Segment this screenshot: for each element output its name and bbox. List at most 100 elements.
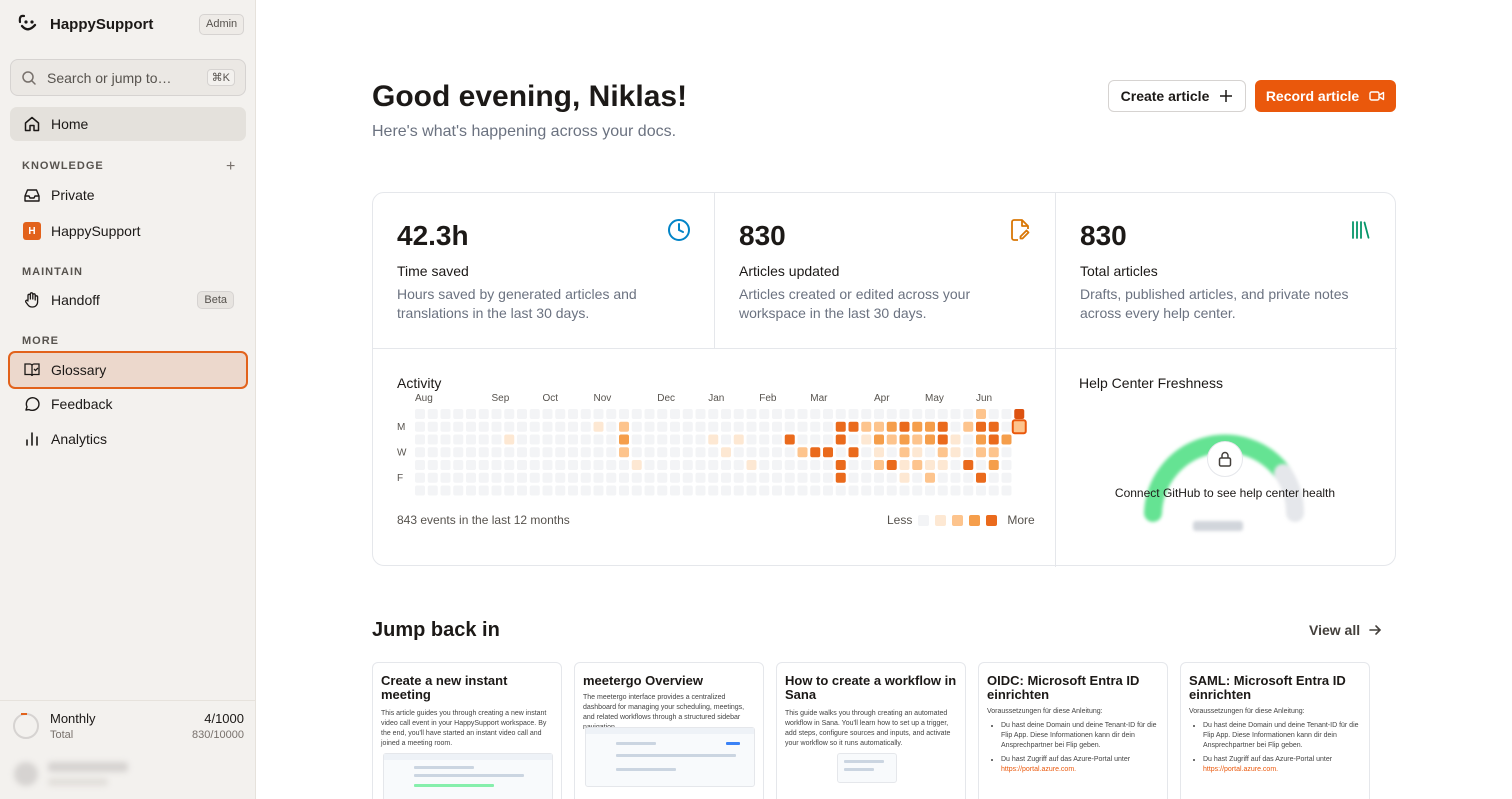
heatmap-cell[interactable] [733,421,744,432]
heatmap-cell[interactable] [491,447,502,458]
heatmap-cell[interactable] [746,472,757,483]
heatmap-cell[interactable] [886,485,897,496]
heatmap-cell[interactable] [899,409,910,419]
heatmap-cell[interactable] [644,447,655,458]
heatmap-cell[interactable] [708,472,719,483]
heatmap-cell[interactable] [874,409,884,419]
heatmap-cell[interactable] [568,447,578,458]
heatmap-cell[interactable] [504,485,515,496]
heatmap-cell[interactable] [555,472,566,483]
heatmap-cell[interactable] [529,421,540,432]
heatmap-cell[interactable] [670,409,680,419]
heatmap-cell[interactable] [912,421,923,432]
heatmap-cell[interactable] [568,485,578,496]
heatmap-cell[interactable] [708,460,719,470]
heatmap-cell[interactable] [937,447,948,458]
heatmap-cell[interactable] [555,485,566,496]
heatmap-cell[interactable] [874,447,884,458]
heatmap-cell[interactable] [670,434,680,445]
heatmap-cell[interactable] [721,472,731,483]
heatmap-cell[interactable] [1001,447,1012,458]
heatmap-cell[interactable] [746,460,757,470]
user-profile[interactable] [0,750,256,799]
heatmap-cell[interactable] [580,460,591,470]
heatmap-cell[interactable] [619,485,629,496]
heatmap-cell[interactable] [555,447,566,458]
heatmap-cell[interactable] [466,460,476,470]
heatmap-cell[interactable] [682,421,693,432]
heatmap-cell[interactable] [670,485,680,496]
heatmap-cell[interactable] [542,409,553,419]
heatmap-cell[interactable] [555,409,566,419]
heatmap-cell[interactable] [772,472,782,483]
heatmap-cell[interactable] [835,409,846,419]
heatmap-cell[interactable] [988,421,999,432]
article-card[interactable]: Create a new instant meeting This articl… [372,662,562,799]
heatmap-cell[interactable] [733,485,744,496]
heatmap-cell[interactable] [619,447,629,458]
heatmap-cell[interactable] [593,434,604,445]
heatmap-cell[interactable] [504,434,515,445]
heatmap-cell[interactable] [440,434,451,445]
heatmap-cell[interactable] [988,485,999,496]
heatmap-cell[interactable] [415,421,425,432]
heatmap-cell[interactable] [823,447,833,458]
heatmap-cell[interactable] [491,434,502,445]
heatmap-cell[interactable] [950,447,961,458]
heatmap-cell[interactable] [695,434,706,445]
heatmap-cell[interactable] [580,421,591,432]
record-article-button[interactable]: Record article [1255,80,1396,112]
heatmap-cell[interactable] [504,421,515,432]
heatmap-cell[interactable] [415,447,425,458]
heatmap-cell[interactable] [670,460,680,470]
heatmap-cell[interactable] [733,460,744,470]
heatmap-cell[interactable] [835,447,846,458]
heatmap-cell[interactable] [478,460,489,470]
heatmap-cell[interactable] [784,421,795,432]
heatmap-cell[interactable] [912,409,923,419]
heatmap-cell[interactable] [555,421,566,432]
heatmap-cell[interactable] [861,434,872,445]
heatmap-cell[interactable] [593,447,604,458]
heatmap-cell[interactable] [976,421,986,432]
heatmap-cell[interactable] [682,485,693,496]
heatmap-cell[interactable] [427,421,438,432]
heatmap-cell[interactable] [848,434,859,445]
heatmap-cell[interactable] [988,472,999,483]
card-link[interactable]: https://portal.azure.com. [1203,766,1279,773]
heatmap-cell[interactable] [874,460,884,470]
heatmap-cell[interactable] [670,421,680,432]
heatmap-cell[interactable] [415,472,425,483]
heatmap-cell[interactable] [478,421,489,432]
heatmap-cell[interactable] [606,421,617,432]
heatmap-cell[interactable] [504,472,515,483]
heatmap-cell[interactable] [555,460,566,470]
heatmap-cell[interactable] [861,409,872,419]
heatmap-cell[interactable] [835,485,846,496]
heatmap-cell[interactable] [517,409,527,419]
heatmap-cell[interactable] [466,472,476,483]
heatmap-cell[interactable] [657,447,668,458]
heatmap-cell[interactable] [810,472,821,483]
heatmap-cell[interactable] [670,447,680,458]
heatmap-cell[interactable] [440,460,451,470]
heatmap-cell[interactable] [976,485,986,496]
heatmap-cell[interactable] [797,460,808,470]
heatmap-cell[interactable] [937,485,948,496]
heatmap-cell[interactable] [580,485,591,496]
heatmap-cell[interactable] [772,460,782,470]
heatmap-cell[interactable] [874,434,884,445]
heatmap-cell[interactable] [580,434,591,445]
heatmap-cell[interactable] [695,421,706,432]
heatmap-cell[interactable] [593,485,604,496]
heatmap-cell[interactable] [746,447,757,458]
heatmap-cell[interactable] [568,421,578,432]
search-input[interactable]: Search or jump to… ⌘K [10,59,246,96]
heatmap-cell[interactable] [861,472,872,483]
heatmap-cell[interactable] [657,472,668,483]
heatmap-cell[interactable] [797,409,808,419]
heatmap-cell[interactable] [606,447,617,458]
heatmap-cell[interactable] [453,460,464,470]
heatmap-cell[interactable] [835,472,846,483]
heatmap-cell[interactable] [797,472,808,483]
